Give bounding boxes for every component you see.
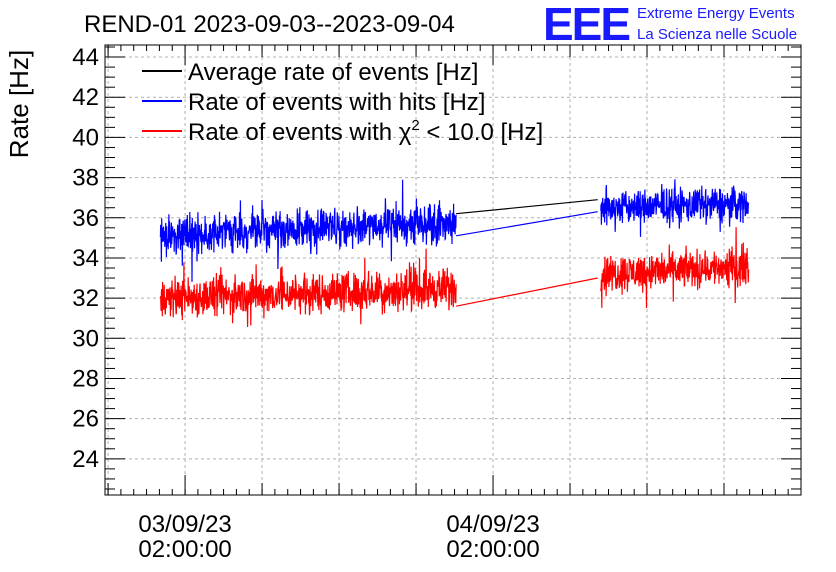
series-line — [456, 199, 598, 215]
y-tick-label: 44 — [72, 44, 99, 71]
series-line — [600, 227, 750, 309]
axis-ticks: 242628303234363840424403/09/2302:00:0004… — [72, 44, 801, 563]
legend-entry: Rate of events with hits [Hz] — [188, 89, 485, 116]
legend: Average rate of events [Hz] Rate of event… — [142, 59, 543, 146]
x-tick-label-date: 03/09/23 — [138, 511, 231, 538]
y-tick-label: 34 — [72, 245, 99, 272]
legend-entry: Average rate of events [Hz] — [188, 59, 478, 86]
y-tick-label: 40 — [72, 124, 99, 151]
chart-title: REND-01 2023-09-03--2023-09-04 — [84, 11, 455, 38]
y-tick-label: 26 — [72, 406, 99, 433]
logo-line2: La Scienza nelle Scuole — [637, 26, 797, 43]
y-tick-label: 28 — [72, 365, 99, 392]
data-series — [159, 179, 750, 328]
y-tick-label: 30 — [72, 325, 99, 352]
y-tick-label: 42 — [72, 84, 99, 111]
series-1 — [159, 179, 750, 282]
logo-line1: Extreme Energy Events — [637, 5, 795, 22]
legend-entry: Rate of events with χ2 < 10.0 [Hz] — [188, 117, 543, 146]
series-line — [159, 248, 457, 328]
y-tick-label: 38 — [72, 165, 99, 192]
y-axis-title: Rate [Hz] — [4, 50, 34, 158]
y-tick-label: 32 — [72, 285, 99, 312]
series-0 — [456, 199, 598, 215]
logo-eee-text: EEE — [543, 0, 629, 50]
y-tick-label: 36 — [72, 205, 99, 232]
x-tick-label-time: 02:00:00 — [138, 536, 231, 563]
series-line — [455, 277, 598, 307]
series-2 — [159, 227, 750, 328]
plot-frame — [104, 44, 802, 496]
eee-logo: EEE Extreme Energy Events La Scienza nel… — [543, 0, 797, 50]
series-line — [600, 179, 750, 237]
series-line — [159, 179, 457, 282]
x-tick-label-time: 02:00:00 — [446, 536, 539, 563]
y-tick-label: 24 — [72, 446, 99, 473]
x-tick-label-date: 04/09/23 — [446, 511, 539, 538]
series-line — [455, 211, 598, 237]
